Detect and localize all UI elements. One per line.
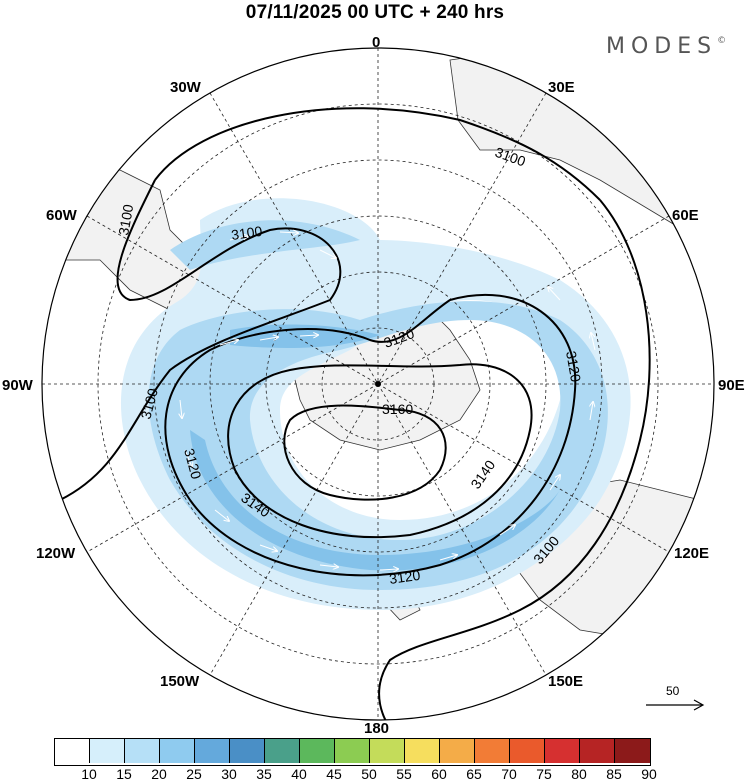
colorbar-swatch: [90, 739, 125, 763]
contour-label: 3100: [115, 203, 136, 237]
colorbar-swatch: [195, 739, 230, 763]
height-contours: [59, 107, 651, 720]
contour-label: 3140: [467, 457, 498, 492]
colorbar-swatch: [615, 739, 650, 763]
wind-vectors: [180, 232, 595, 570]
colorbar-tick-label: 35: [256, 766, 272, 782]
contour-label-group: 3100 3100 3100 3100 3100 3120 3120 3120 …: [115, 144, 584, 587]
lon-label-120w: 120W: [36, 545, 76, 562]
colorbar-tick-label: 90: [641, 766, 657, 782]
map-title: 07/11/2025 00 UTC + 240 hrs: [245, 2, 505, 23]
jet-band-core: [230, 324, 380, 348]
colorbar-tick-label: 20: [151, 766, 167, 782]
colorbar-tick-label: 10: [81, 766, 97, 782]
colorbar-tick-label: 15: [116, 766, 132, 782]
colorbar-tick-label: 70: [501, 766, 517, 782]
colorbar-swatch: [160, 739, 195, 763]
contour-label: 3120: [563, 350, 584, 384]
contour-label: 3100: [137, 386, 161, 420]
contour-label: 3100: [230, 223, 263, 243]
colorbar-tick-label: 30: [221, 766, 237, 782]
vector-scale-arrow: [646, 699, 705, 711]
polar-map: 3100 3100 3100 3100 3100 3120 3120 3120 …: [2, 34, 745, 735]
brand-mark: ©: [717, 35, 727, 46]
colorbar-swatch: [510, 739, 545, 763]
colorbar-swatch: [335, 739, 370, 763]
lon-label-150w: 150W: [160, 673, 200, 690]
longitude-labels: 0 30E 60E 90E 120E 150E 180 150W 120W 90…: [2, 34, 745, 735]
lon-label-60w: 60W: [46, 207, 78, 224]
colorbar-tick-label: 50: [361, 766, 377, 782]
lon-label-30e: 30E: [548, 79, 575, 96]
brand-name: MODES: [606, 34, 718, 59]
lon-label-30w: 30W: [170, 79, 202, 96]
colorbar-tick-label: 80: [571, 766, 587, 782]
contour-3100-north: [154, 107, 601, 201]
colorbar-swatch: [580, 739, 615, 763]
colorbar-tick-label: 40: [291, 766, 307, 782]
jet-band-strong: [190, 430, 560, 571]
contour-label: 3120: [388, 567, 421, 587]
lon-label-180: 180: [364, 720, 389, 735]
colorbar-labels: 10 15 20 25 30 35 40 45 50 55 60 65 70 75 80 85 90: [54, 766, 704, 782]
contour-3100-east: [378, 199, 651, 720]
colorbar-tick-label: 65: [466, 766, 482, 782]
lon-label-90w: 90W: [2, 377, 34, 394]
colorbar-swatch: [475, 739, 510, 763]
lon-label-0: 0: [372, 34, 380, 51]
lon-label-60e: 60E: [672, 207, 699, 224]
colorbar-swatch: [370, 739, 405, 763]
land-africa: [449, 49, 701, 241]
south-pole-marker: [375, 381, 381, 387]
lon-label-120e: 120E: [674, 545, 709, 562]
colorbar-swatch: [545, 739, 580, 763]
colorbar-tick-label: 85: [606, 766, 622, 782]
contour-3160: [283, 404, 447, 501]
contour-3120: [164, 293, 577, 577]
contour-label: 3160: [382, 401, 413, 417]
colorbar-swatch: [300, 739, 335, 763]
colorbar-swatch: [405, 739, 440, 763]
brand-logo: MODES©: [606, 34, 726, 59]
map-boundary: [41, 47, 715, 721]
colorbar-tick-label: 60: [431, 766, 447, 782]
colorbar-tick-label: 25: [186, 766, 202, 782]
colorbar: [54, 738, 651, 766]
colorbar-swatch: [440, 739, 475, 763]
colorbar-swatch: [265, 739, 300, 763]
jet-atlantic-streak: [170, 220, 360, 270]
lon-label-90e: 90E: [718, 377, 745, 394]
colorbar-swatch: [55, 739, 90, 763]
colorbar-swatch: [230, 739, 265, 763]
jet-shading: [120, 198, 631, 610]
contour-3140: [227, 363, 533, 539]
colorbar-tick-label: 55: [396, 766, 412, 782]
colorbar-tick-label: 75: [536, 766, 552, 782]
lon-label-150e: 150E: [548, 673, 583, 690]
contour-label: 3120: [181, 447, 205, 481]
colorbar-swatch: [125, 739, 160, 763]
vector-scale-label: 50: [666, 684, 680, 698]
jet-band-mid: [148, 301, 608, 590]
colorbar-tick-label: 45: [326, 766, 342, 782]
